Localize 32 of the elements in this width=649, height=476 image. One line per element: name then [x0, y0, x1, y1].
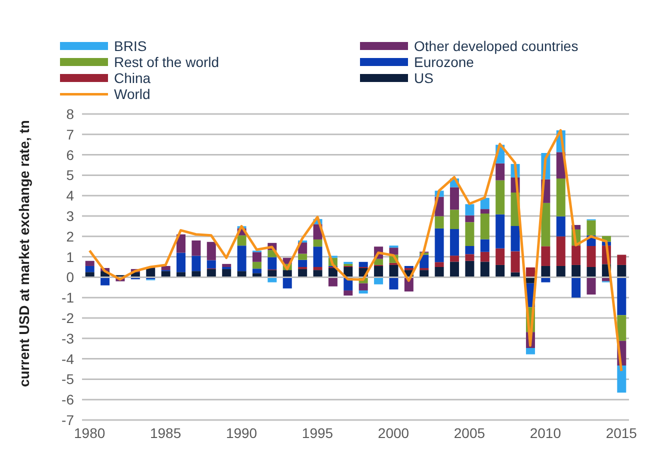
y-tick-label: -5 [62, 371, 74, 388]
x-tick-label: 1990 [226, 424, 258, 441]
y-tick-label: -1 [62, 290, 74, 306]
legend-label: Eurozone [414, 54, 474, 70]
x-tick-label: 2010 [530, 424, 562, 441]
y-tick-label: 2 [66, 228, 74, 244]
x-tick-label: 2005 [454, 424, 486, 441]
y-tick-label: -7 [62, 412, 74, 428]
x-tick-label: 1995 [302, 424, 334, 441]
y-tick-label: 8 [66, 106, 74, 122]
y-tick-label: 4 [66, 188, 74, 204]
y-tick-label: 7 [66, 126, 74, 142]
legend-label: World [114, 86, 150, 102]
legend-label: Other developed countries [414, 38, 578, 54]
y-tick-label: -3 [62, 330, 74, 346]
y-tick-label: -2 [62, 310, 74, 326]
x-tick-label: 1980 [74, 424, 106, 441]
y-tick-label: -4 [62, 350, 74, 367]
y-tick-label: 6 [66, 146, 74, 163]
legend-label: US [414, 70, 434, 86]
y-tick-label: -6 [62, 392, 74, 408]
x-tick-label: 2000 [378, 424, 410, 441]
legend-label: China [114, 70, 151, 86]
legend-label: Rest of the world [114, 54, 220, 70]
y-tick-label: 3 [66, 208, 74, 224]
legend-label: BRIS [114, 38, 147, 54]
x-tick-label: 1985 [150, 424, 182, 441]
y-tick-label: 5 [66, 167, 74, 184]
x-tick-label: 2015 [606, 424, 638, 441]
y-axis-title: current USD at market exchange rate, tn [16, 120, 32, 387]
y-tick-label: 0 [66, 269, 74, 286]
y-tick-label: 1 [66, 248, 74, 265]
